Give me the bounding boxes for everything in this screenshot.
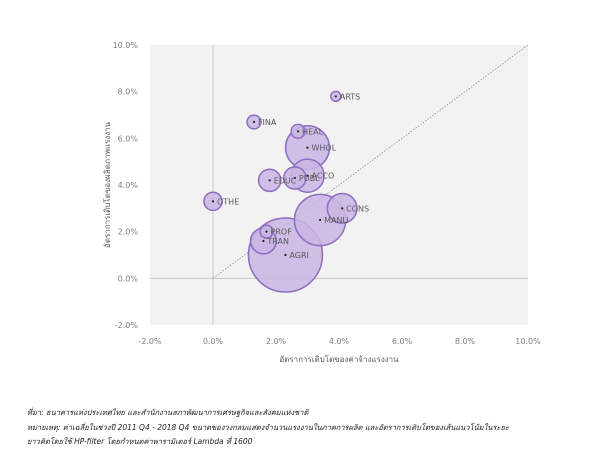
y-tick-label: 4.0%	[118, 181, 139, 190]
bubble-center-dot	[262, 239, 265, 243]
x-tick-label: -2.0%	[138, 337, 162, 346]
bubble-label-tran: TRAN	[266, 237, 289, 246]
x-tick-label: 6.0%	[392, 337, 413, 346]
bubble-center-dot	[306, 174, 309, 177]
axes: -2.0% 0.0% 2.0% 4.0% 6.0% 8.0% 10.0% -2.0% 0.0% 2…	[113, 41, 542, 346]
x-axis-title: อัตราการเติบโตของค่าจ้างแรงงาน	[279, 354, 399, 364]
remark-note-line1: หมายเหตุ: ค่าเฉลี่ยในช่วงปี 2011 Q4 - 20…	[27, 422, 509, 432]
x-tick-label: 4.0%	[329, 337, 350, 346]
bubble-center-dot	[334, 95, 337, 98]
y-axis-title: อัตราการเติบโตของผลิตภาพแรงงาน	[102, 121, 112, 248]
x-tick-label: 8.0%	[455, 337, 476, 346]
bubble-label-arts: ARTS	[340, 92, 360, 101]
bubble-label-prof: PROF	[271, 228, 293, 237]
bubble-label-othe: OTHE	[217, 197, 239, 206]
bubble-chart: -2.0% 0.0% 2.0% 4.0% 6.0% 8.0% 10.0% -2.0% 0.0% 2…	[102, 41, 542, 364]
y-tick-label: 10.0%	[113, 41, 139, 50]
bubble-label-cons: CONS	[346, 204, 369, 213]
bubble-label-whol: WHOL	[312, 144, 337, 153]
bubble-label-heal: HEAL	[302, 127, 324, 136]
chart-notes: ที่มา: ธนาคารแห่งประเทศไทย และสำนักงานสภ…	[27, 406, 595, 450]
bubble-label-manu: MANU	[324, 216, 348, 225]
bubble-label-educ: EDUC	[274, 176, 297, 185]
bubble-center-dot	[341, 207, 344, 210]
source-note: ที่มา: ธนาคารแห่งประเทศไทย และสำนักงานสภ…	[27, 408, 309, 417]
y-tick-label: 2.0%	[118, 228, 139, 237]
bubble-label-fina: FINA	[258, 118, 277, 127]
y-tick-label: -2.0%	[115, 321, 139, 330]
bubble-center-dot	[306, 146, 309, 149]
x-tick-label: 10.0%	[515, 337, 541, 346]
x-tick-label: 2.0%	[266, 337, 287, 346]
bubble-center-dot	[284, 253, 287, 257]
bubble-center-dot	[293, 176, 296, 180]
bubble-label-publ: PUBL	[299, 174, 320, 183]
bubble-center-dot	[268, 179, 271, 182]
bubble-label-agri: AGRI	[289, 251, 308, 260]
bubble-center-dot	[296, 130, 300, 133]
bubble-center-dot	[319, 218, 322, 222]
reference-line	[212, 44, 529, 279]
bubble-center-dot	[252, 120, 256, 124]
bubble-center-dot	[211, 200, 215, 203]
bubble-center-dot	[265, 230, 268, 233]
remark-note-line2: ยาวคิดโดยใช้ HP-filter โดยกำหนดค่าพารามิ…	[27, 437, 253, 447]
x-tick-label: 0.0%	[203, 337, 224, 346]
y-tick-label: 8.0%	[118, 88, 139, 97]
bubble-label-acco: ACCO	[312, 172, 335, 181]
y-tick-label: 6.0%	[118, 134, 139, 143]
y-tick-label: 0.0%	[118, 274, 139, 283]
